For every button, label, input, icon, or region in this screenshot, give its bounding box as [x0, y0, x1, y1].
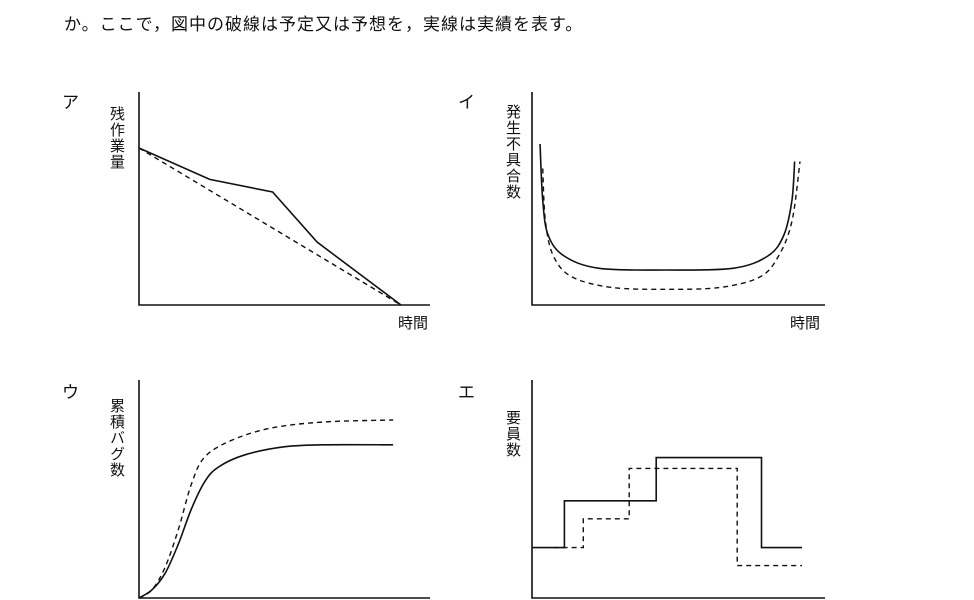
chart-u [138, 380, 430, 599]
axes-u [138, 380, 430, 599]
series-line-dashed-3 [138, 419, 394, 599]
axes-i [531, 92, 825, 306]
chart-e [531, 380, 825, 599]
series-line-dashed-1 [138, 147, 402, 306]
ylabel-a: 残作業量 [108, 106, 126, 170]
xlabel-a: 時間 [398, 314, 429, 332]
series-line-solid-2 [539, 143, 796, 271]
series-line-solid-4 [532, 456, 802, 549]
ylabel-i: 発生不具合数 [504, 104, 522, 200]
series-line-dashed-4 [553, 467, 802, 567]
xlabel-i: 時間 [790, 314, 821, 332]
series-line-solid-3 [138, 443, 394, 599]
intro-text: か。ここで，図中の破線は予定又は予想を，実線は実績を表す。 [64, 15, 584, 35]
axes-e [531, 380, 825, 599]
axes-a [138, 92, 430, 306]
series-line-solid-1 [138, 147, 402, 306]
panel-label-u: ウ [62, 383, 79, 403]
panel-label-i: イ [458, 93, 475, 113]
chart-i [531, 92, 825, 306]
ylabel-u: 累積バグ数 [108, 398, 126, 478]
panel-label-a: ア [62, 93, 79, 113]
chart-a [138, 92, 430, 306]
series-line-dashed-2 [542, 161, 801, 291]
ylabel-e: 要員数 [504, 410, 522, 458]
panel-label-e: エ [458, 383, 475, 403]
